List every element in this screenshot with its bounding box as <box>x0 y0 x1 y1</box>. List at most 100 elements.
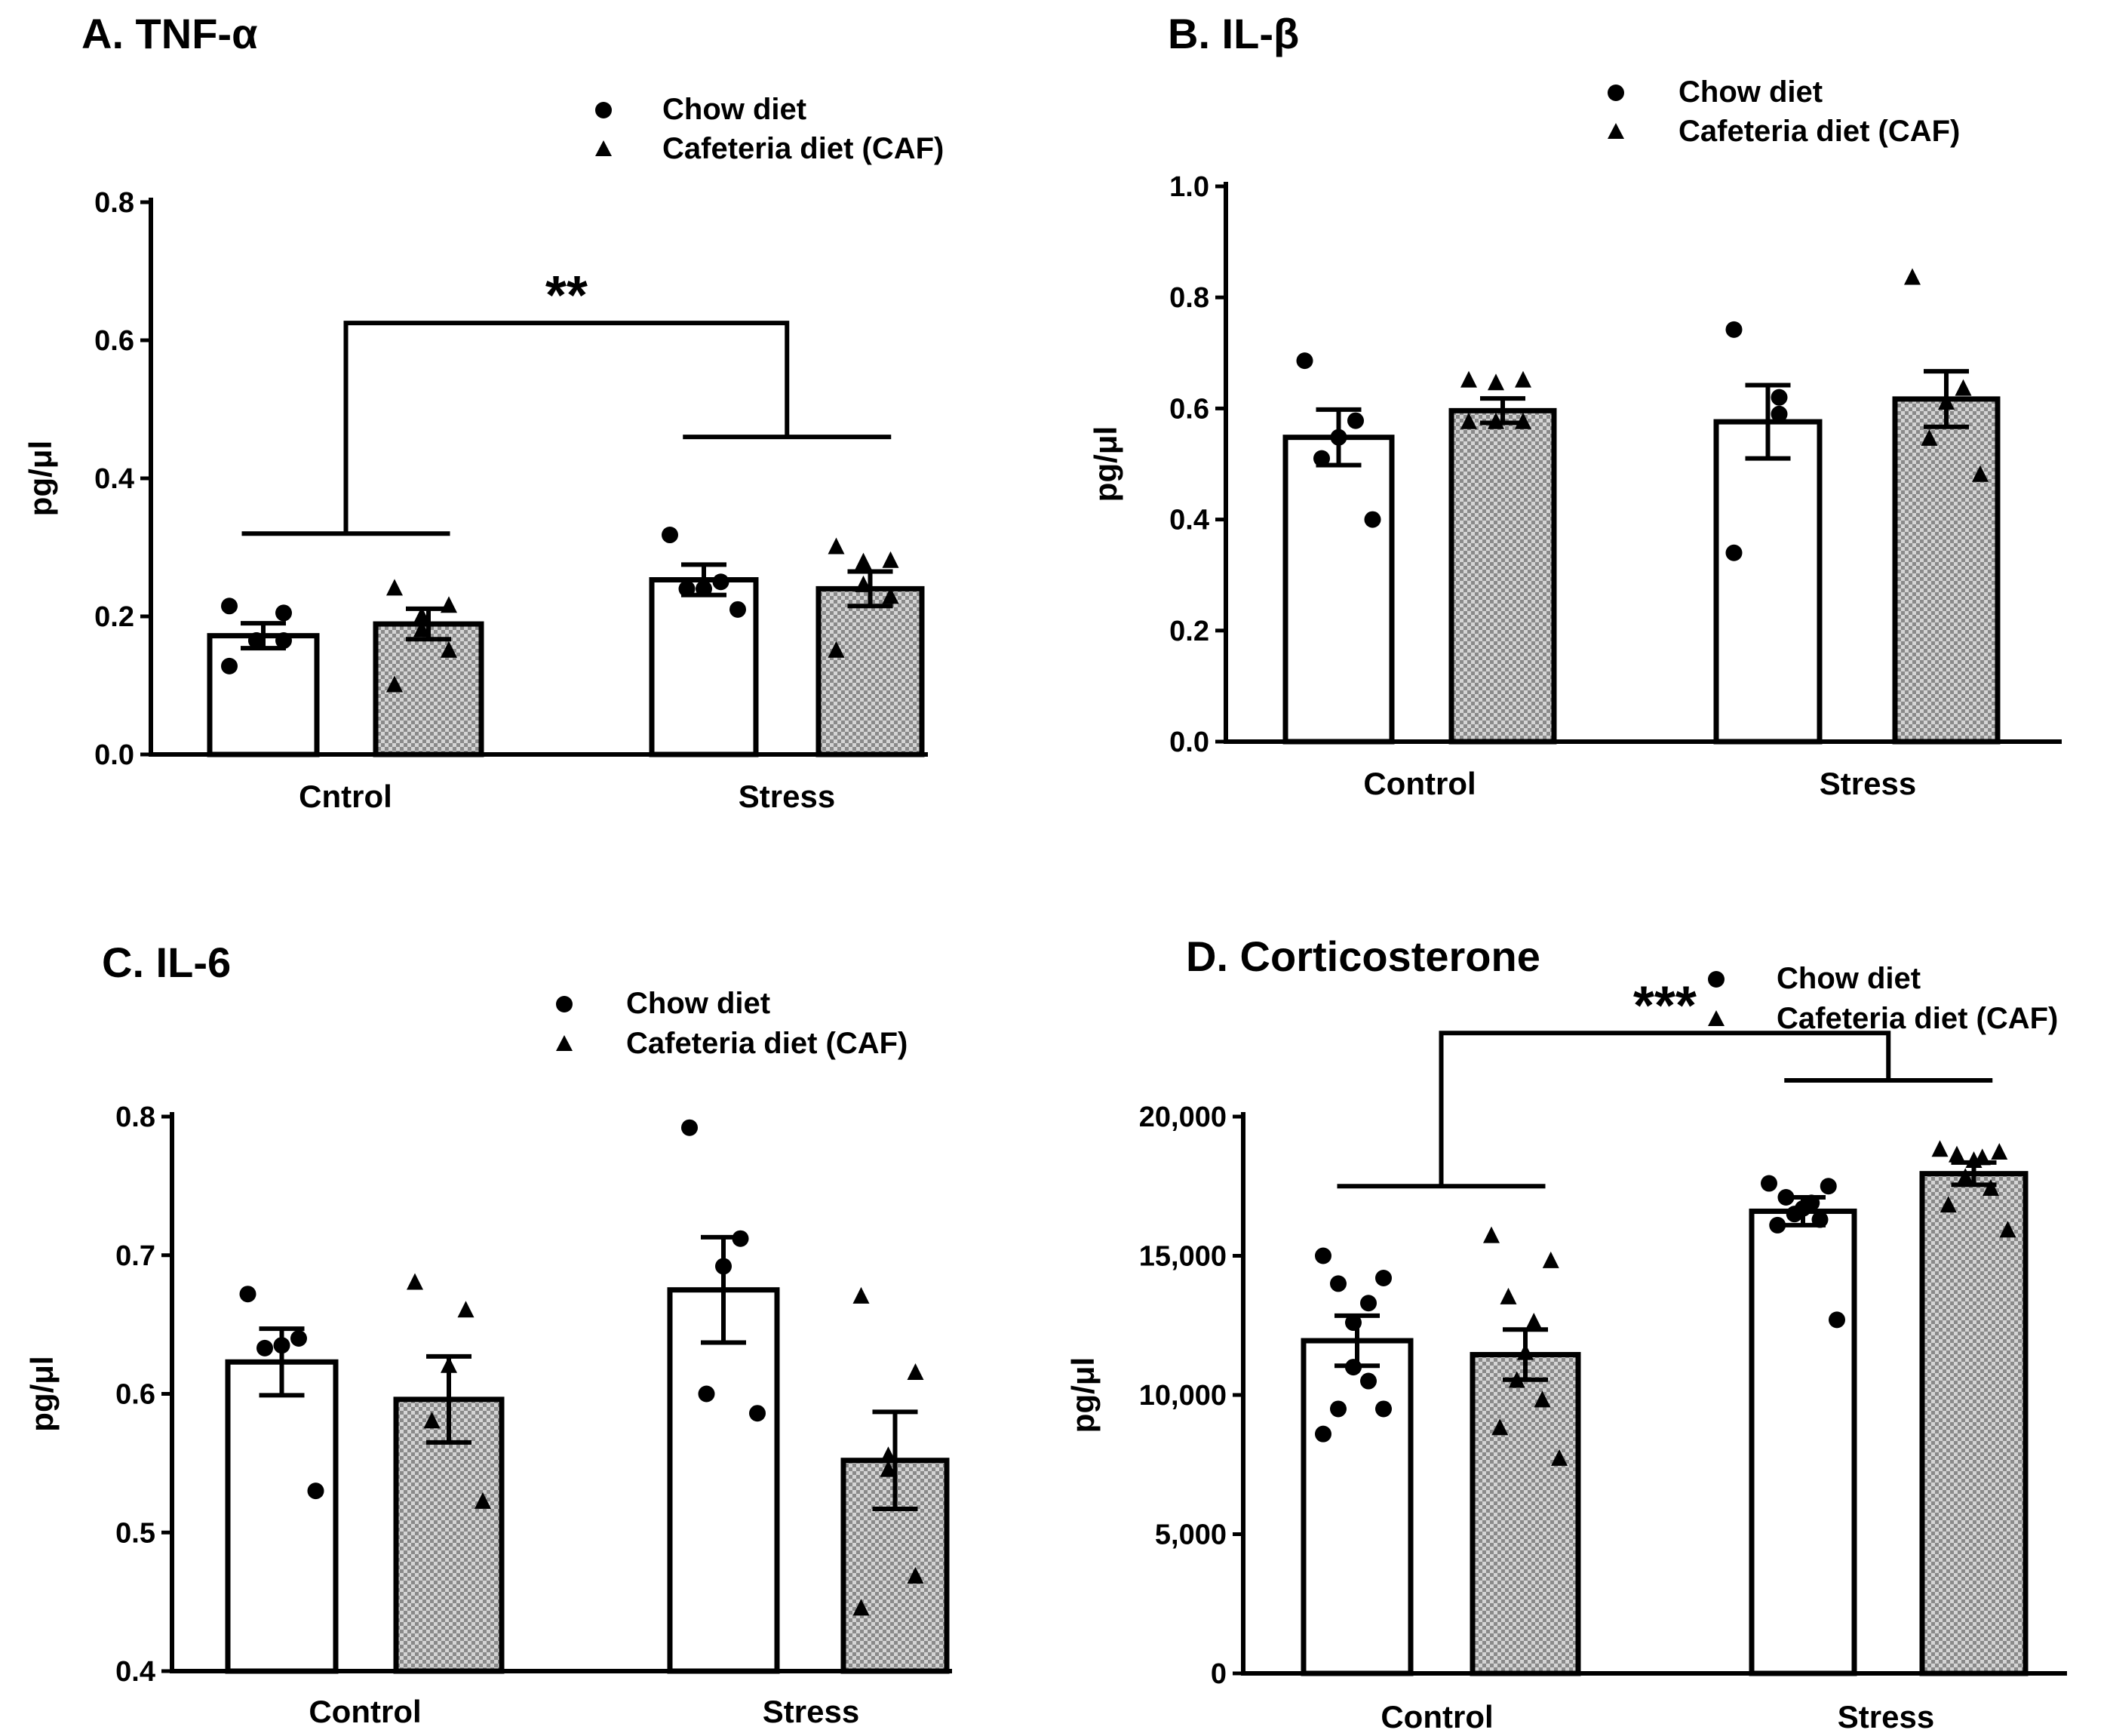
data-point-circle <box>729 601 746 618</box>
data-point-triangle <box>1938 393 1955 410</box>
significance-bracket <box>343 321 790 534</box>
data-point-triangle <box>1483 1226 1500 1243</box>
data-point-triangle <box>1488 373 1504 391</box>
bar-caf <box>393 1396 505 1674</box>
data-point-circle <box>1725 321 1743 338</box>
data-point-triangle <box>407 1273 423 1290</box>
legend-circle-icon <box>1708 971 1725 988</box>
data-point-circle <box>1296 352 1313 370</box>
y-tick-label: 0.6 <box>1169 393 1209 425</box>
data-point-circle <box>1315 1425 1331 1443</box>
data-point-circle <box>290 1330 307 1347</box>
data-point-circle <box>1345 1359 1362 1376</box>
data-point-triangle <box>1500 1287 1517 1304</box>
data-point-triangle <box>855 552 872 570</box>
data-point-triangle <box>441 641 457 658</box>
x-category-label: Control <box>1363 766 1476 801</box>
data-point-circle <box>1771 405 1788 422</box>
data-point-circle <box>1330 1275 1347 1292</box>
data-point-triangle <box>1525 1313 1543 1330</box>
data-point-circle <box>221 657 238 674</box>
legend-triangle-icon <box>556 1035 573 1051</box>
y-tick-label: 0.8 <box>115 1102 155 1133</box>
data-point-triangle <box>1491 1418 1509 1436</box>
y-tick-label: 10,000 <box>1139 1380 1227 1412</box>
data-point-triangle <box>1515 370 1531 388</box>
data-point-triangle <box>852 1599 870 1616</box>
data-point-triangle <box>1991 1142 2008 1160</box>
legend-label-chow: Chow diet <box>626 987 770 1020</box>
data-point-triangle <box>1460 412 1477 429</box>
panel-B: B. IL-β Chow diet Cafeteria diet (CAF) 0.0 0… <box>1088 10 2062 801</box>
y-tick-label: 0.0 <box>94 739 134 771</box>
data-point-triangle <box>1999 1221 2016 1238</box>
panel-C: C. IL-6 Chow diet Cafeteria diet (CAF) 0.4 0… <box>24 939 952 1729</box>
legend-triangle-icon <box>1608 123 1624 139</box>
x-category-label: Stress <box>763 1694 859 1729</box>
data-point-triangle <box>413 620 430 638</box>
data-point-circle <box>1771 389 1788 406</box>
data-point-triangle <box>1488 412 1504 429</box>
data-point-triangle <box>1551 1449 1568 1466</box>
bar-chow <box>207 633 320 757</box>
data-point-circle <box>1330 1400 1347 1418</box>
data-point-triangle <box>1508 1371 1525 1388</box>
data-point-circle <box>1375 1270 1392 1287</box>
data-point-triangle <box>907 1363 924 1380</box>
y-tick-label: 0.5 <box>115 1517 155 1549</box>
data-point-circle <box>732 1230 749 1247</box>
data-point-circle <box>698 1385 715 1403</box>
data-point-circle <box>715 1258 732 1275</box>
bar-caf <box>1448 407 1557 745</box>
data-point-triangle <box>475 1492 491 1509</box>
legend-label-chow: Chow diet <box>662 93 806 126</box>
data-point-circle <box>1313 450 1330 467</box>
data-point-circle <box>256 1339 273 1357</box>
bar-caf <box>1919 1171 2029 1676</box>
data-point-circle <box>275 632 292 650</box>
bar-chow <box>1282 435 1395 745</box>
data-point-triangle <box>1921 429 1938 446</box>
data-point-circle <box>1761 1175 1777 1192</box>
data-point-triangle <box>423 1412 441 1429</box>
legend-label-caf: Cafeteria diet (CAF) <box>1777 1002 2058 1035</box>
y-tick-label: 0.8 <box>94 187 134 219</box>
panel-D: D. Corticosterone Chow diet Cafeteria diet… <box>1065 933 2067 1734</box>
panel-title: A. TNF-α <box>81 10 258 57</box>
data-point-circle <box>1820 1178 1837 1195</box>
data-point-circle <box>1330 429 1347 446</box>
y-axis-label: pg/μl <box>24 1356 60 1431</box>
bar-chow <box>1713 419 1823 745</box>
data-point-circle <box>248 632 265 650</box>
data-point-triangle <box>1983 1178 1999 1196</box>
data-point-triangle <box>386 675 403 693</box>
data-point-circle <box>749 1405 766 1422</box>
data-point-triangle <box>1460 370 1477 388</box>
data-point-circle <box>1829 1311 1845 1329</box>
data-point-triangle <box>1931 1140 1949 1157</box>
y-axis-label: pg/μl <box>1088 426 1123 502</box>
data-point-triangle <box>828 641 845 658</box>
data-point-circle <box>1769 1216 1786 1234</box>
bar-caf <box>1470 1351 1581 1676</box>
bar-chow <box>225 1359 339 1674</box>
significance-label: *** <box>1633 976 1697 1036</box>
y-axis-label: pg/μl <box>1065 1357 1101 1433</box>
legend-circle-icon <box>595 102 612 118</box>
y-tick-label: 20,000 <box>1139 1102 1227 1133</box>
legend-label-caf: Cafeteria diet (CAF) <box>662 132 944 165</box>
data-point-triangle <box>1940 1196 1957 1213</box>
x-category-label: Control <box>309 1694 421 1729</box>
significance-label: ** <box>545 266 588 326</box>
bar-chow <box>667 1287 780 1674</box>
data-point-triangle <box>852 1286 870 1304</box>
data-point-circle <box>221 598 238 615</box>
data-point-circle <box>712 573 729 591</box>
data-point-circle <box>1315 1247 1331 1264</box>
data-point-triangle <box>441 1356 457 1373</box>
panel-title: D. Corticosterone <box>1186 933 1540 980</box>
data-point-circle <box>678 580 696 598</box>
y-tick-label: 0.0 <box>1169 727 1209 758</box>
x-category-label: Stress <box>739 779 835 814</box>
